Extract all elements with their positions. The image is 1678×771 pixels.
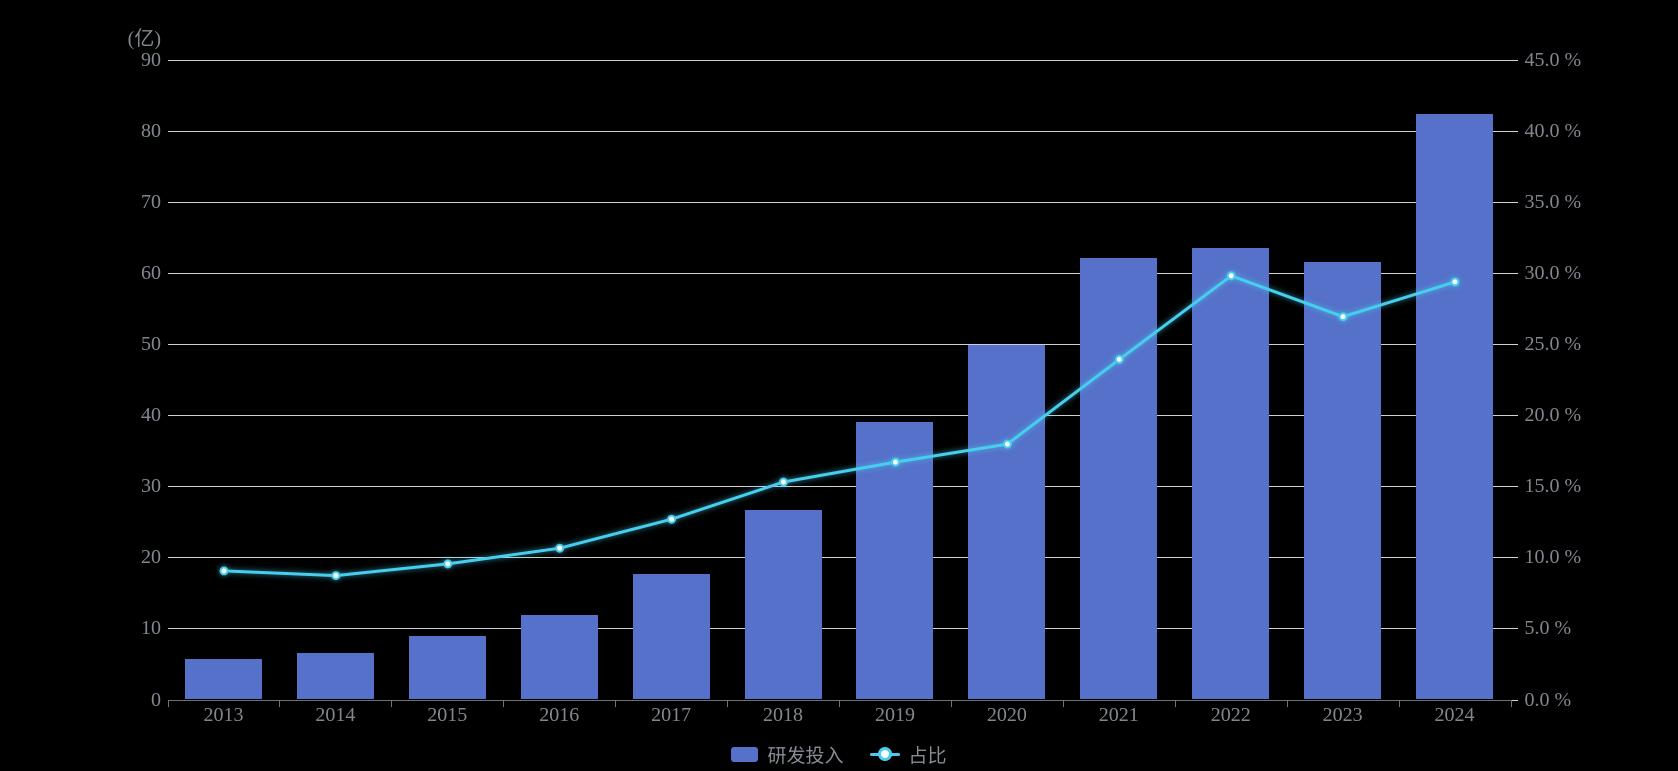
point-2024[interactable] — [1450, 276, 1459, 286]
y-right-label-10: 10.0 % — [1524, 546, 1582, 569]
gridline-10 — [167, 628, 1511, 630]
bar-2014[interactable] — [296, 653, 374, 700]
gridline-60 — [167, 272, 1511, 274]
gridline-30 — [167, 486, 1511, 488]
legend-item-line-series[interactable]: 占比 — [869, 741, 947, 768]
bar-2015[interactable] — [408, 636, 486, 700]
point-2022[interactable] — [1226, 270, 1236, 280]
y-right-tick-10 — [1510, 557, 1518, 559]
legend-line-label: 占比 — [908, 746, 947, 767]
x-label-2024: 2024 — [1434, 703, 1475, 726]
y-right-label-40: 40.0 % — [1524, 119, 1582, 142]
x-label-2023: 2023 — [1322, 703, 1363, 726]
point-2013[interactable] — [219, 565, 228, 575]
y-left-label-80: 80 — [141, 119, 161, 142]
y-left-label-0: 0 — [151, 688, 161, 711]
bar-2020[interactable] — [968, 344, 1046, 700]
bar-2013[interactable] — [184, 659, 262, 700]
gridline-40 — [167, 415, 1511, 417]
y-right-tick-35 — [1510, 201, 1518, 203]
x-axis-tick-6 — [839, 699, 840, 707]
legend: 研发投入 占比 — [0, 741, 1678, 768]
y-right-label-15: 15.0 % — [1524, 475, 1582, 498]
bar-2016[interactable] — [520, 615, 598, 700]
x-label-2016: 2016 — [539, 703, 580, 726]
y-right-label-35: 35.0 % — [1524, 190, 1582, 213]
y-left-label-40: 40 — [141, 404, 161, 427]
y-right-label-45: 45.0 % — [1524, 48, 1582, 71]
x-axis-tick-9 — [1174, 699, 1176, 707]
x-axis-tick-7 — [950, 699, 952, 707]
x-label-2022: 2022 — [1210, 703, 1251, 726]
x-axis-tick-11 — [1398, 699, 1400, 707]
line-series-marker-icon — [869, 747, 900, 762]
y-right-label-0: 0.0 % — [1524, 688, 1572, 711]
x-axis-tick-4 — [615, 699, 617, 707]
y-left-label-90: 90 — [141, 48, 161, 71]
y-right-tick-20 — [1510, 415, 1518, 417]
trend-line — [222, 273, 1456, 577]
y-left-label-50: 50 — [141, 332, 161, 355]
y-right-tick-25 — [1510, 343, 1518, 345]
x-axis-tick-2 — [391, 699, 393, 707]
x-label-2020: 2020 — [986, 703, 1027, 726]
y-left-label-30: 30 — [141, 475, 161, 498]
point-2014[interactable] — [330, 570, 340, 580]
left-axis-unit-label: (亿) — [127, 28, 161, 50]
point-2015[interactable] — [442, 558, 452, 568]
trend-line-layer — [219, 270, 1459, 580]
x-label-2017: 2017 — [651, 703, 692, 726]
y-right-tick-45 — [1510, 59, 1518, 61]
bar-2024[interactable] — [1416, 114, 1494, 700]
gridline-50 — [167, 343, 1511, 345]
legend-bar-label: 研发投入 — [767, 746, 844, 767]
bar-2022[interactable] — [1192, 248, 1270, 700]
y-right-label-20: 20.0 % — [1524, 404, 1582, 427]
x-axis-tick-3 — [503, 699, 505, 707]
y-left-label-70: 70 — [141, 190, 161, 213]
x-label-2013: 2013 — [203, 703, 244, 726]
gridline-70 — [167, 201, 1511, 203]
gridline-20 — [167, 557, 1511, 559]
x-label-2021: 2021 — [1098, 703, 1139, 726]
x-label-2014: 2014 — [315, 703, 356, 726]
y-left-label-20: 20 — [141, 546, 161, 569]
gridline-90 — [167, 59, 1511, 61]
y-right-tick-15 — [1510, 486, 1518, 488]
point-2016[interactable] — [554, 543, 564, 553]
x-axis-tick-1 — [279, 699, 281, 707]
bar-2023[interactable] — [1304, 262, 1382, 700]
point-2023[interactable] — [1338, 311, 1348, 321]
x-label-2018: 2018 — [763, 703, 804, 726]
bar-2018[interactable] — [744, 509, 822, 700]
y-right-tick-30 — [1510, 272, 1518, 274]
gridline-80 — [167, 130, 1511, 132]
bar-2021[interactable] — [1080, 258, 1158, 700]
bar-2019[interactable] — [856, 422, 934, 700]
point-2017[interactable] — [666, 514, 676, 524]
point-2018[interactable] — [778, 477, 788, 486]
y-right-label-5: 5.0 % — [1524, 617, 1572, 640]
bar-2017[interactable] — [632, 574, 710, 700]
point-2021[interactable] — [1114, 354, 1124, 364]
bar-series-swatch-icon — [731, 747, 759, 762]
y-right-tick-5 — [1510, 628, 1518, 630]
y-left-label-60: 60 — [141, 261, 161, 284]
x-axis-tick-10 — [1286, 699, 1288, 707]
legend-item-bar-series[interactable]: 研发投入 — [731, 741, 844, 768]
x-axis-tick-0 — [167, 699, 169, 707]
y-right-label-25: 25.0 % — [1524, 332, 1582, 355]
x-axis-tick-8 — [1062, 699, 1064, 707]
point-2019[interactable] — [890, 457, 900, 467]
point-2020[interactable] — [1002, 439, 1012, 449]
y-right-label-30: 30.0 % — [1524, 261, 1582, 284]
x-axis-tick-5 — [727, 699, 729, 707]
x-label-2015: 2015 — [427, 703, 468, 726]
y-right-tick-0 — [1510, 699, 1518, 701]
y-right-tick-40 — [1510, 130, 1518, 132]
x-label-2019: 2019 — [874, 703, 915, 726]
x-axis-tick-12 — [1510, 699, 1512, 707]
y-left-label-10: 10 — [141, 617, 161, 640]
